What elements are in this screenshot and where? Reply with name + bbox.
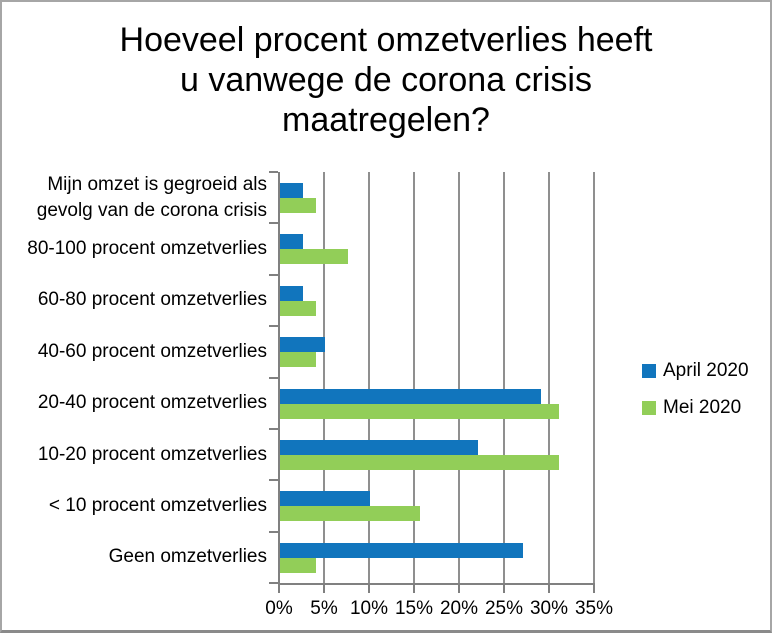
bar-mei-2020 [280, 352, 316, 368]
category-labels: Mijn omzet is gegroeid als gevolg van de… [2, 172, 267, 583]
y-axis-tick [269, 325, 278, 327]
gridline [503, 172, 505, 583]
category-label: 40-60 procent omzetverlies [37, 340, 267, 362]
legend-label: April 2020 [663, 360, 749, 381]
legend-swatch-icon [642, 364, 656, 378]
category-label: 10-20 procent omzetverlies [37, 443, 267, 465]
gridline [323, 172, 325, 583]
gridline [548, 172, 550, 583]
bar-april-2020 [280, 439, 478, 455]
y-axis-tick [269, 377, 278, 379]
x-axis-tick [323, 583, 325, 593]
y-axis-line [278, 172, 280, 583]
x-axis-tick-label: 10% [349, 598, 389, 619]
x-axis-line [278, 583, 595, 585]
x-axis-tick [413, 583, 415, 593]
legend-swatch-icon [642, 401, 656, 415]
x-axis-tick-label: 5% [310, 598, 338, 619]
x-axis-tick-label: 20% [439, 598, 479, 619]
x-axis-tick-label: 30% [529, 598, 569, 619]
category-label: Geen omzetverlies [108, 546, 267, 568]
chart-title-line-1: Hoeveel procent omzetverlies heeft [119, 21, 653, 59]
category-label: < 10 procent omzetverlies [48, 494, 267, 516]
x-axis-tick [278, 583, 280, 593]
gridline [458, 172, 460, 583]
x-axis-tick [593, 583, 595, 593]
bar-mei-2020 [280, 506, 420, 522]
legend-item-april-2020: April 2020 [642, 360, 749, 382]
bar-april-2020 [280, 234, 303, 250]
x-axis-tick [503, 583, 505, 593]
bar-april-2020 [280, 388, 541, 404]
x-axis-tick-label: 15% [394, 598, 434, 619]
bar-april-2020 [280, 285, 303, 301]
x-axis-tick [458, 583, 460, 593]
y-axis-tick [269, 479, 278, 481]
category-label: 60-80 procent omzetverlies [37, 289, 267, 311]
y-axis-tick [269, 582, 278, 584]
x-axis-tick-label: 35% [574, 598, 614, 619]
bar-april-2020 [280, 542, 523, 558]
gridline [593, 172, 595, 583]
bar-april-2020 [280, 337, 325, 353]
y-axis-tick [269, 531, 278, 533]
plot-area [269, 171, 595, 584]
bar-april-2020 [280, 183, 303, 198]
bar-mei-2020 [280, 454, 559, 470]
bar-mei-2020 [280, 557, 316, 573]
gridline [368, 172, 370, 583]
bar-mei-2020 [280, 403, 559, 419]
legend-label: Mei 2020 [663, 397, 742, 418]
legend-item-mei-2020: Mei 2020 [642, 397, 749, 419]
bar-april-2020 [280, 491, 370, 507]
x-axis: 0% 5% 10% 15% 20% 25% 30% 35% [265, 583, 613, 627]
y-axis-tick [269, 171, 278, 173]
category-label: 80-100 procent omzetverlies [27, 238, 267, 260]
category-label: 20-40 procent omzetverlies [37, 392, 267, 414]
x-axis-tick [368, 583, 370, 593]
bar-mei-2020 [280, 249, 348, 265]
x-axis-tick [548, 583, 550, 593]
gridline [413, 172, 415, 583]
bar-mei-2020 [280, 198, 316, 213]
category-label: Mijn omzet is gegroeid als gevolg van de… [36, 173, 267, 221]
chart-title-line-2: u vanwege de corona crisis [179, 61, 592, 99]
y-axis-tick [269, 274, 278, 276]
x-axis-tick-label: 0% [265, 598, 293, 619]
legend: April 2020 Mei 2020 [642, 360, 749, 419]
bar-mei-2020 [280, 300, 316, 316]
chart-title-line-3: maatregelen? [282, 101, 490, 139]
y-axis-tick [269, 222, 278, 224]
y-axis-tick [269, 428, 278, 430]
x-axis-tick-label: 25% [484, 598, 524, 619]
chart-title: Hoeveel procent omzetverlies heeft u van… [2, 20, 770, 140]
